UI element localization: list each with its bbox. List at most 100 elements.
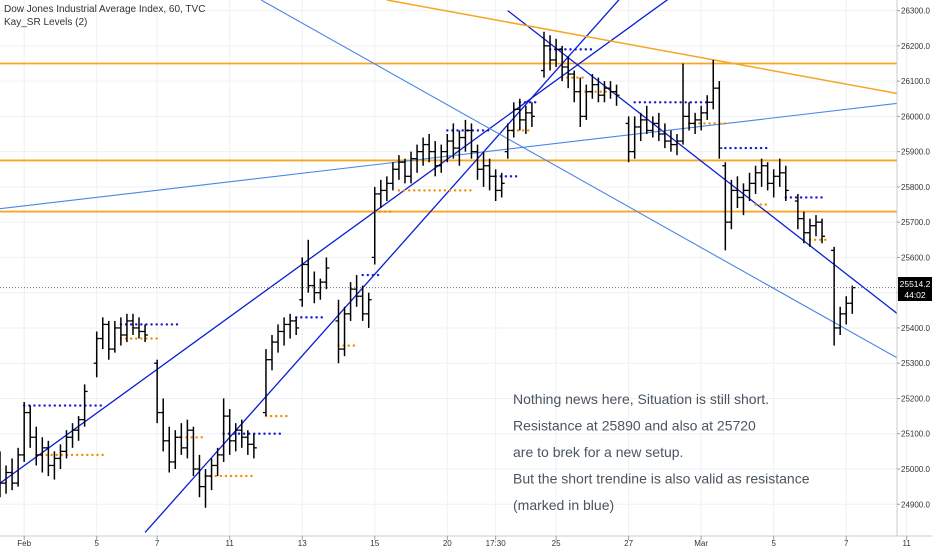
ohlc-bar [111, 320, 118, 353]
time-tick-label: 5 [771, 539, 776, 548]
ohlc-bar [136, 317, 143, 339]
ohlc-bar [432, 141, 439, 177]
ohlc-bar [686, 102, 693, 131]
ohlc-bar [559, 45, 566, 82]
ohlc-bar [776, 158, 783, 187]
ohlc-bar [129, 313, 136, 335]
price-tick-label: 26200.0 [901, 42, 930, 51]
ohlc-bar [444, 134, 451, 163]
time-tick-label: 13 [298, 539, 307, 548]
ohlc-bar [849, 285, 856, 314]
ohlc-bar [105, 320, 112, 360]
ohlc-bar [99, 317, 106, 350]
ohlc-bar [492, 169, 499, 201]
price-tick-label: 26000.0 [901, 112, 930, 121]
ohlc-bar [474, 144, 481, 180]
ohlc-bar [389, 162, 396, 191]
price-tick-label: 26300.0 [901, 7, 930, 16]
annotation-line: (marked in blue) [513, 497, 614, 513]
ohlc-bar [395, 155, 402, 180]
ohlc-bar [782, 165, 789, 201]
ohlc-bar [837, 306, 844, 335]
ohlc-bar [69, 423, 76, 448]
ohlc-bar [27, 405, 34, 448]
ohlc-bar [831, 246, 838, 346]
ohlc-bar [516, 98, 523, 131]
price-tag-countdown: 44:02 [904, 290, 926, 300]
ohlc-bar [583, 84, 590, 120]
ohlc-bar [740, 183, 747, 216]
channel-line[interactable] [144, 0, 641, 533]
ohlc-bar [51, 451, 58, 480]
annotation-line: Nothing news here, Situation is still sh… [513, 391, 769, 407]
ohlc-bar [359, 285, 366, 321]
ohlc-bar [220, 398, 227, 462]
ohlc-bar [299, 257, 306, 307]
ohlc-bar [420, 137, 427, 166]
time-tick-label: Mar [694, 539, 708, 548]
plot-area[interactable] [0, 0, 907, 533]
ohlc-bar [528, 102, 535, 127]
chart-title: Dow Jones Industrial Average Index, 60, … [4, 4, 206, 15]
ohlc-bar [347, 282, 354, 321]
ohlc-bar [238, 419, 245, 448]
ohlc-bar [468, 123, 475, 159]
ohlc-bar [553, 38, 560, 67]
ohlc-bar [498, 172, 505, 198]
price-axis[interactable]: 24900.0 25000.0 25100.0 25200.0 25300.0 25400… [896, 0, 930, 536]
ohlc-bar [401, 158, 408, 184]
ohlc-bar [571, 70, 578, 103]
ohlc-bar [365, 292, 372, 328]
price-tick-label: 25700.0 [901, 218, 930, 227]
ohlc-bar [764, 162, 771, 191]
ohlc-bar [655, 112, 662, 142]
ohlc-bar [123, 313, 130, 343]
ohlc-bar [166, 426, 173, 473]
ohlc-bar [341, 306, 348, 357]
indicator-label: Kay_SR Levels (2) [4, 17, 88, 28]
ohlc-bar [287, 313, 294, 339]
ohlc-bar [0, 451, 3, 498]
ohlc-bar [33, 426, 40, 466]
ohlc-bar [63, 430, 70, 459]
ohlc-bar [661, 123, 668, 149]
ohlc-bar [281, 317, 288, 346]
ohlc-bar [541, 31, 548, 78]
grid-layer [0, 0, 908, 536]
ohlc-bar [486, 158, 493, 191]
ohlc-bar [710, 59, 717, 110]
ohlc-bar [21, 402, 28, 462]
ohlc-bar [323, 257, 330, 290]
ohlc-bar [269, 335, 276, 371]
resistance-trendline[interactable] [386, 0, 907, 95]
time-tick-label: 25 [552, 539, 561, 548]
channel-line[interactable] [0, 0, 701, 494]
ohlc-bar [510, 102, 517, 138]
ohlc-bar [819, 218, 826, 244]
price-tick-label: 25200.0 [901, 394, 930, 403]
channel-line[interactable] [507, 10, 907, 321]
ohlc-bar [426, 134, 433, 163]
ohlc-bar [45, 440, 52, 477]
trendline[interactable] [260, 0, 907, 363]
trendlines [0, 0, 907, 533]
price-tick-label: 26100.0 [901, 77, 930, 86]
ohlc-bar [450, 123, 457, 159]
annotation: Nothing news here, Situation is still sh… [513, 391, 810, 513]
time-tick-label: 7 [844, 539, 849, 548]
time-tick-label: 20 [443, 539, 452, 548]
ohlc-bar [625, 116, 632, 163]
time-axis[interactable]: Feb 5 7 11 13 15 20 17:30 25 27 Mar 5 7 11 [0, 535, 932, 548]
ohlc-bar [595, 77, 602, 103]
time-tick-label: 15 [370, 539, 379, 548]
ohlc-bar [232, 423, 239, 452]
price-tick-label: 25400.0 [901, 324, 930, 333]
ohlc-bar [202, 469, 209, 508]
ohlc-bar [462, 119, 469, 152]
ohlc-bar [250, 433, 257, 459]
ohlc-bar [601, 81, 608, 103]
ohlc-bar [438, 144, 445, 173]
time-tick-label: 11 [903, 539, 912, 548]
